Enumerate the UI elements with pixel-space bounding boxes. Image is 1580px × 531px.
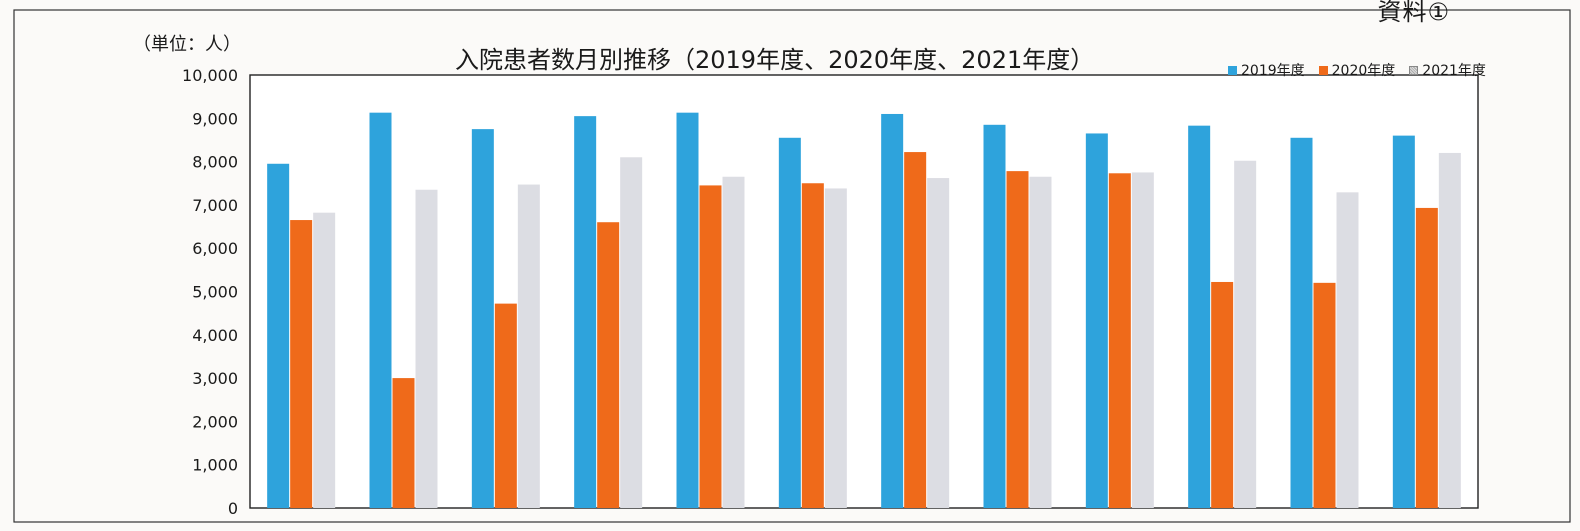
bar-2021-month-7 xyxy=(927,178,950,508)
legend-label-2020: 2020年度 xyxy=(1331,63,1396,79)
bar-2021-month-4 xyxy=(620,157,643,508)
bar-2021-month-11 xyxy=(1336,192,1359,508)
legend-label-2021: 2021年度 xyxy=(1422,63,1486,79)
bar-2021-month-12 xyxy=(1438,152,1461,508)
plot-area-border xyxy=(249,74,1479,509)
legend-item-2019: 2019年度 xyxy=(1228,60,1305,80)
y-tick-label: 8,000 xyxy=(192,153,238,172)
bar-2021-month-10 xyxy=(1234,160,1257,508)
bar-2019-month-3 xyxy=(471,129,494,508)
y-tick-label: 9,000 xyxy=(192,109,238,128)
document-label: 資料① xyxy=(1377,0,1450,26)
bar-2020-month-3 xyxy=(494,303,517,508)
bar-2019-month-7 xyxy=(881,113,904,508)
bar-2020-month-7 xyxy=(904,152,927,508)
bar-2020-month-8 xyxy=(1006,171,1029,508)
bar-2021-month-3 xyxy=(517,184,540,508)
bar-2019-month-8 xyxy=(983,124,1006,509)
bar-2021-month-2 xyxy=(415,189,438,508)
y-tick-label: 6,000 xyxy=(192,239,238,258)
bar-2020-month-2 xyxy=(392,378,415,508)
y-tick-label: 5,000 xyxy=(192,283,238,302)
bar-2019-month-12 xyxy=(1392,135,1415,508)
y-tick-label: 10,000 xyxy=(182,66,238,85)
bar-series-group xyxy=(267,112,1461,509)
bar-2020-month-6 xyxy=(801,183,824,508)
legend: 2019年度 2020年度 2021年度 xyxy=(1228,60,1486,80)
bar-2019-month-2 xyxy=(369,112,392,509)
bar-2021-month-6 xyxy=(824,188,847,509)
legend-swatch-2021 xyxy=(1409,65,1419,75)
bar-2020-month-1 xyxy=(290,220,313,508)
bar-2021-month-8 xyxy=(1029,176,1052,508)
y-tick-label: 2,000 xyxy=(192,412,238,431)
legend-swatch-2020 xyxy=(1318,65,1328,75)
chart-title: 入院患者数月別推移（2019年度、2020年度、2021年度） xyxy=(455,46,1095,74)
bar-2020-month-9 xyxy=(1108,173,1131,508)
bar-2019-month-6 xyxy=(778,137,801,508)
bar-2020-month-10 xyxy=(1211,281,1234,508)
bar-2019-month-11 xyxy=(1290,137,1313,508)
legend-swatch-2019 xyxy=(1228,65,1237,75)
bar-2019-month-5 xyxy=(676,112,699,509)
legend-item-2021: 2021年度 xyxy=(1409,60,1486,80)
outer-frame xyxy=(13,9,1571,523)
bar-2019-month-10 xyxy=(1188,125,1211,508)
bar-2019-month-4 xyxy=(574,116,597,508)
bar-2020-month-11 xyxy=(1313,282,1336,508)
y-tick-label: 4,000 xyxy=(192,326,238,345)
y-axis: 0 1,000 2,000 3,000 4,000 5,000 6,000 7,000 8,00… xyxy=(182,66,238,518)
y-tick-label: 0 xyxy=(228,499,238,518)
bar-2021-month-1 xyxy=(313,212,336,508)
bar-2020-month-12 xyxy=(1415,207,1438,508)
bar-2020-month-5 xyxy=(699,185,722,509)
bar-2019-month-1 xyxy=(267,163,290,508)
bar-2019-month-9 xyxy=(1085,133,1108,508)
bar-2021-month-5 xyxy=(722,176,745,508)
legend-label-2019: 2019年度 xyxy=(1241,63,1305,79)
bar-2021-month-9 xyxy=(1131,172,1154,509)
legend-item-2020: 2020年度 xyxy=(1318,60,1396,80)
y-tick-label: 7,000 xyxy=(192,196,238,215)
y-tick-label: 1,000 xyxy=(192,456,238,475)
bar-2020-month-4 xyxy=(597,222,620,508)
unit-label: （単位：人） xyxy=(133,34,241,55)
y-tick-label: 3,000 xyxy=(192,369,238,388)
